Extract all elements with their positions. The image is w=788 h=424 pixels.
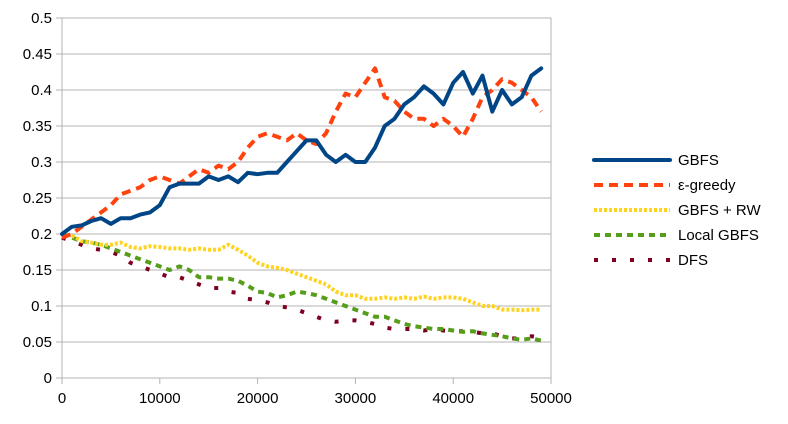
series-line-local-gbfs (61, 232, 542, 343)
series-line-greedy (61, 66, 543, 240)
y-tick-label: 0.5 (31, 10, 52, 27)
series-line-gbfs-rw (61, 232, 542, 313)
y-tick-label: 0.45 (23, 46, 52, 63)
y-tick-label: 0.15 (23, 262, 52, 279)
x-tick-label: 30000 (335, 390, 377, 407)
legend: GBFS ε-greedy GBFS + RW Local GBFS DFS (592, 152, 761, 269)
x-tick-label: 0 (58, 390, 66, 407)
legend-label: GBFS + RW (678, 202, 761, 219)
y-tick-label: 0.2 (31, 226, 52, 243)
x-tick-label: 50000 (530, 390, 572, 407)
y-tick-label: 0 (44, 370, 52, 387)
y-tick-label: 0.05 (23, 334, 52, 351)
axes: 0 0.05 0.1 0.15 0.2 0.25 0.3 0.35 0.4 0.45 0.5 0 100… (23, 10, 572, 407)
y-tick-label: 0.35 (23, 118, 52, 135)
x-tick-label: 40000 (432, 390, 474, 407)
legend-label: ε-greedy (678, 177, 736, 194)
gridlines (61, 17, 552, 379)
legend-label: DFS (678, 252, 708, 269)
series-lines (60, 66, 544, 343)
y-tick-label: 0.4 (31, 82, 52, 99)
x-tick-label: 10000 (139, 390, 181, 407)
series-line-dfs (61, 235, 542, 341)
legend-label: GBFS (678, 152, 719, 169)
legend-label: Local GBFS (678, 227, 759, 244)
series-line-gbfs (60, 66, 544, 236)
y-tick-label: 0.25 (23, 190, 52, 207)
y-tick-label: 0.1 (31, 298, 52, 315)
y-tick-label: 0.3 (31, 154, 52, 171)
x-tick-label: 20000 (237, 390, 279, 407)
